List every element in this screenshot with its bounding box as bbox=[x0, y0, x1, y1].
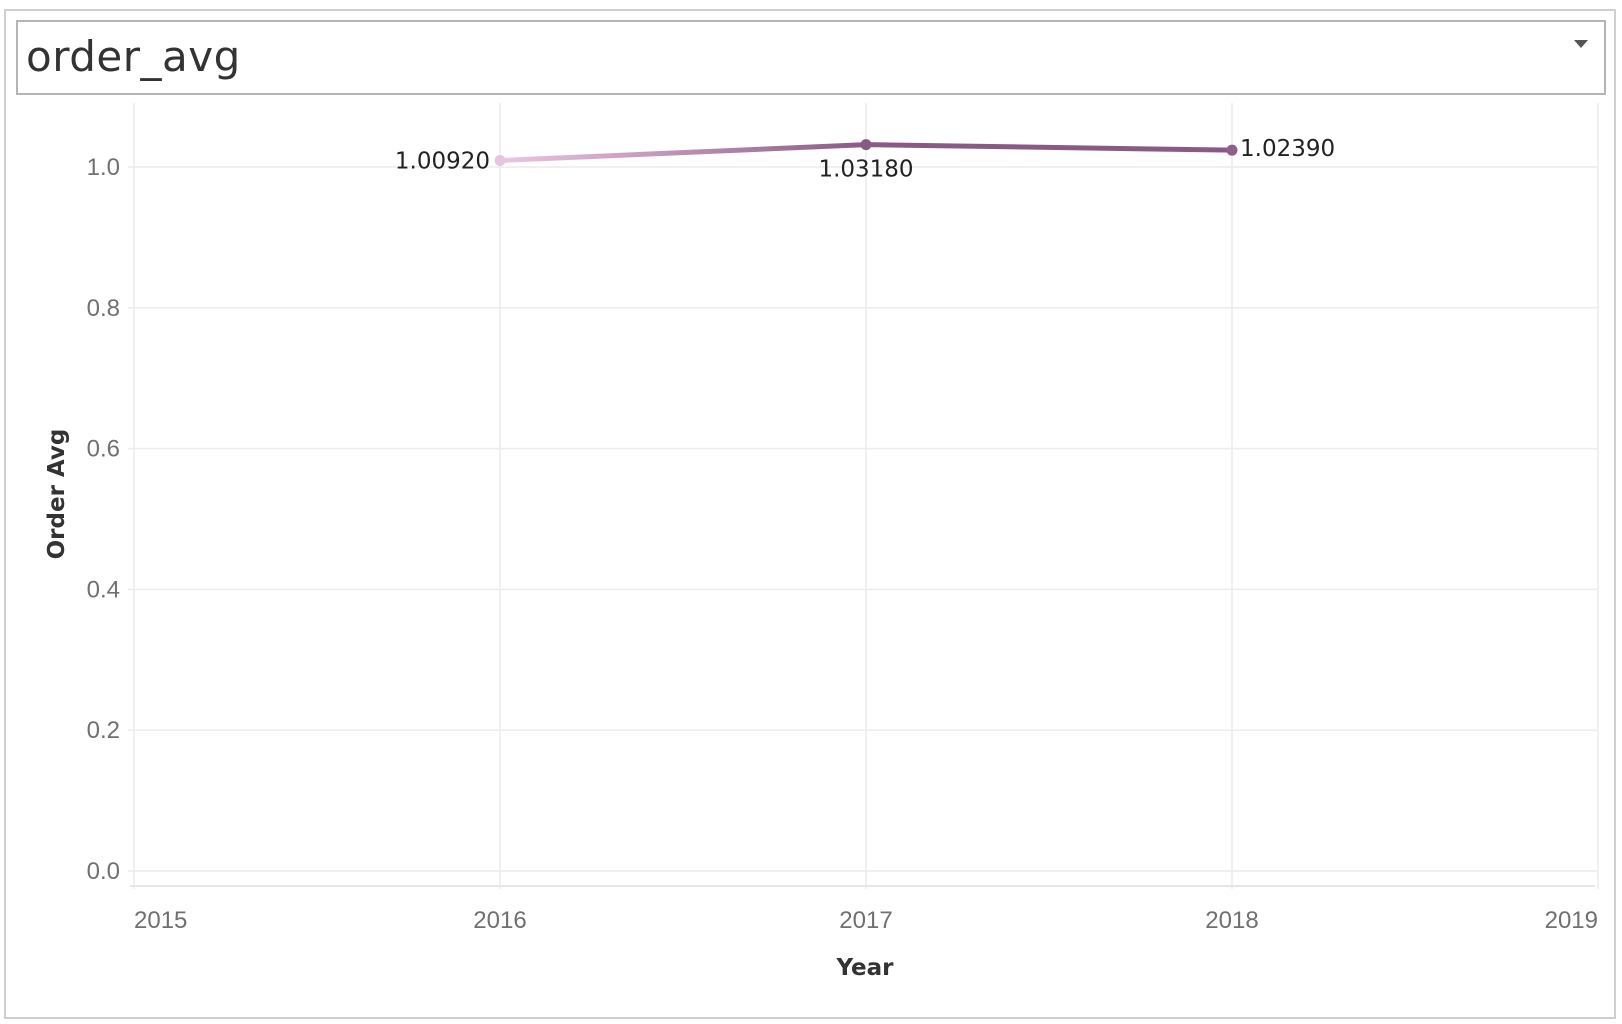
y-axis-title: Order Avg bbox=[44, 429, 70, 560]
data-point[interactable] bbox=[494, 155, 506, 167]
x-tick-label: 2016 bbox=[473, 907, 526, 934]
x-tick-label: 2019 bbox=[1545, 907, 1598, 934]
x-tick-label: 2017 bbox=[839, 907, 892, 934]
y-tick-label: 0.4 bbox=[87, 576, 120, 603]
x-tick-label: 2018 bbox=[1205, 907, 1258, 934]
data-label: 1.03180 bbox=[818, 157, 913, 183]
y-axis-ticks: 0.0 0.2 0.4 0.6 0.8 1.0 bbox=[87, 154, 120, 885]
data-label: 1.02390 bbox=[1240, 136, 1335, 162]
measure-dropdown[interactable]: order_avg bbox=[16, 20, 1606, 95]
y-tick-label: 0.8 bbox=[87, 295, 120, 322]
chart-frame bbox=[4, 9, 1616, 1019]
x-axis-ticks: 2015 2016 2017 2018 2019 bbox=[134, 907, 1598, 934]
data-label: 1.00920 bbox=[395, 149, 490, 175]
chevron-down-icon[interactable] bbox=[1574, 40, 1588, 48]
data-point[interactable] bbox=[1226, 144, 1238, 156]
x-tick-label: 2015 bbox=[134, 907, 187, 934]
y-tick-label: 0.0 bbox=[87, 858, 120, 885]
x-axis-title: Year bbox=[835, 955, 894, 981]
grid bbox=[128, 103, 1599, 889]
data-point[interactable] bbox=[860, 139, 872, 151]
series-order-avg: 1.00920 1.03180 1.02390 bbox=[395, 136, 1335, 182]
y-tick-label: 0.6 bbox=[87, 436, 120, 463]
measure-dropdown-value: order_avg bbox=[26, 32, 241, 81]
y-tick-label: 0.2 bbox=[87, 717, 120, 744]
y-tick-label: 1.0 bbox=[87, 154, 120, 181]
